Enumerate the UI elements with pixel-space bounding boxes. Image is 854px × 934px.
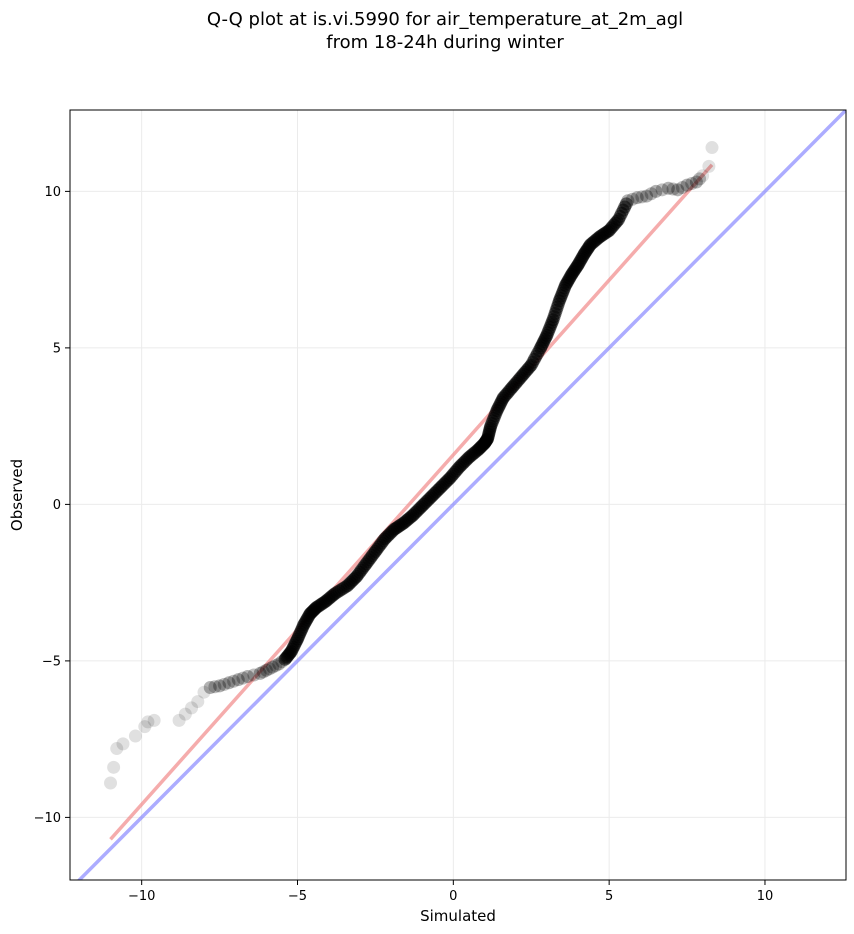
x-tick-label: −5 (288, 889, 307, 904)
x-axis-label: Simulated (420, 907, 496, 925)
qq-point (141, 715, 155, 729)
y-tick-label: 10 (44, 185, 61, 200)
x-tick-label: 10 (757, 889, 774, 904)
qq-point (619, 197, 633, 211)
axis-ticks: −10 −5 0 5 10 −10 −5 0 5 10 (34, 185, 774, 904)
qq-point (685, 177, 699, 191)
qq-point (217, 677, 231, 691)
scatter-points (104, 141, 719, 790)
qq-point (172, 713, 186, 727)
qq-point (630, 191, 644, 205)
qq-point (661, 181, 675, 195)
qq-point (693, 172, 707, 186)
qq-point (227, 674, 241, 688)
y-tick-label: −5 (42, 654, 61, 669)
qq-point (236, 671, 250, 685)
qq-point (247, 668, 261, 682)
qq-point (626, 192, 640, 206)
qq-point (147, 713, 161, 727)
qq-point (666, 182, 680, 196)
qq-point (644, 187, 658, 201)
reference-lines (76, 110, 846, 880)
qq-point (266, 660, 280, 674)
chart-title: Q-Q plot at is.vi.5990 for air_temperatu… (0, 8, 854, 54)
y-tick-label: −10 (34, 811, 61, 826)
identity-line (76, 110, 846, 880)
qq-point (197, 685, 211, 699)
qq-point (104, 776, 118, 790)
qq-point (640, 189, 654, 203)
qq-point (138, 720, 152, 734)
qq-point (110, 742, 124, 756)
qq-point (675, 180, 689, 194)
qq-point (253, 666, 267, 680)
qq-point (621, 194, 635, 208)
qq-point (696, 169, 710, 183)
x-tick-label: 0 (449, 889, 457, 904)
qq-point (705, 141, 719, 155)
plot-frame (69, 109, 847, 881)
qq-point (116, 737, 130, 751)
qq-point (185, 701, 199, 715)
fit-line (109, 163, 714, 841)
qq-point (671, 183, 685, 197)
y-tick-label: 5 (53, 341, 61, 356)
qq-point (231, 673, 245, 687)
chart-title-line-2: from 18-24h during winter (326, 32, 564, 53)
x-tick-label: −10 (128, 889, 155, 904)
qq-point (256, 665, 270, 679)
y-tick-label: 0 (53, 498, 61, 513)
qq-point (702, 159, 716, 173)
qq-point (259, 663, 273, 677)
qq-point (241, 670, 255, 684)
qq-point (689, 175, 703, 189)
qq-point (269, 659, 283, 673)
qq-point (649, 184, 663, 198)
qq-point (680, 178, 694, 192)
grid (70, 110, 846, 880)
x-tick-label: 5 (605, 889, 613, 904)
qq-point (191, 695, 205, 709)
qq-point (213, 679, 227, 693)
qq-point (222, 676, 236, 690)
qq-point (128, 729, 142, 743)
qq-point (655, 183, 669, 197)
y-axis-label: Observed (8, 459, 26, 531)
qq-point (107, 760, 121, 774)
chart-title-line-1: Q-Q plot at is.vi.5990 for air_temperatu… (206, 9, 684, 30)
qq-point (178, 707, 192, 721)
qq-point (203, 681, 217, 694)
qq-point (635, 190, 649, 204)
qq-point (262, 662, 276, 676)
qq-point (208, 680, 222, 694)
